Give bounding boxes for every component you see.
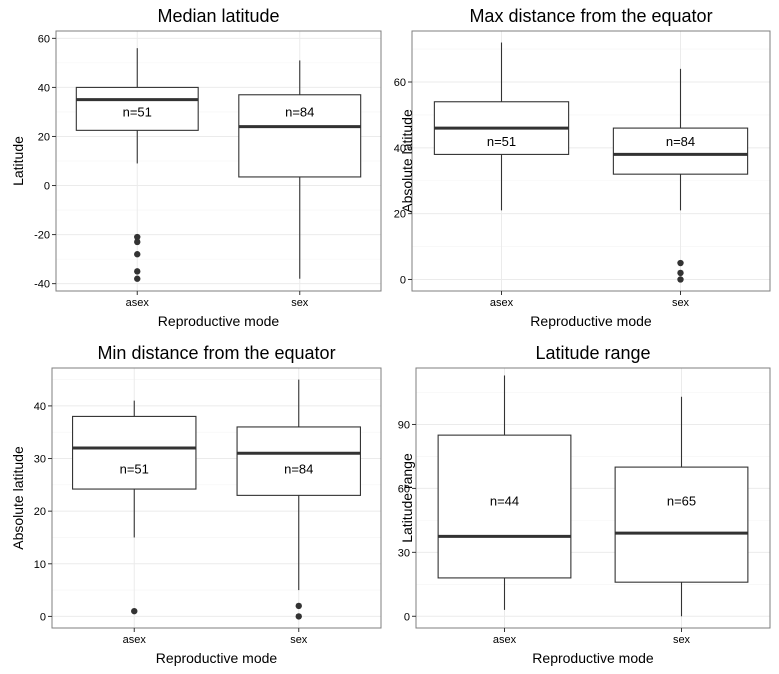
y-tick-label: 20 — [38, 131, 50, 143]
x-axis-title: Reproductive mode — [156, 650, 278, 666]
y-tick-label: -40 — [34, 279, 50, 291]
y-tick-label: 60 — [398, 483, 410, 495]
sample-size-label: n=51 — [487, 134, 516, 149]
y-tick-label: 0 — [400, 274, 406, 286]
y-tick-label: 0 — [404, 611, 410, 623]
sample-size-label: n=84 — [284, 462, 313, 477]
chart-title: Latitude range — [535, 343, 650, 363]
outlier-point — [134, 233, 141, 241]
box-iqr — [238, 94, 362, 178]
outlier-point — [295, 602, 302, 610]
outlier-point — [134, 251, 141, 258]
x-tick-label: sex — [290, 634, 308, 646]
outlier-point — [677, 259, 684, 267]
x-axis-title: Reproductive mode — [532, 650, 654, 666]
outlier-point — [677, 276, 684, 283]
box-sex: n=84 — [236, 379, 361, 620]
y-tick-label: 60 — [394, 77, 406, 89]
chart-panel: n=44 n=65 0 30 60 90 asex sex Latitude range Repr… — [398, 343, 771, 666]
panel-border — [411, 30, 771, 292]
y-tick-label: 20 — [34, 506, 46, 518]
panel-border — [55, 30, 382, 292]
box-iqr — [612, 127, 749, 175]
x-tick-label: sex — [291, 297, 309, 309]
box-asex: n=44 — [437, 375, 572, 610]
x-axis-title: Reproductive mode — [158, 313, 280, 329]
outlier-point — [134, 275, 141, 282]
y-tick-label: 0 — [40, 611, 46, 623]
sample-size-label: n=65 — [667, 494, 696, 509]
outlier-point — [134, 268, 141, 275]
panel-border — [51, 367, 382, 629]
y-tick-label: -20 — [34, 230, 50, 242]
y-tick-label: 0 — [44, 181, 50, 193]
box-asex: n=51 — [75, 48, 199, 282]
x-tick-label: asex — [490, 297, 514, 309]
box-sex: n=84 — [238, 60, 362, 279]
box-iqr — [236, 426, 361, 496]
panel-border — [415, 367, 771, 629]
y-tick-label: 60 — [38, 33, 50, 45]
x-tick-label: asex — [123, 634, 147, 646]
x-tick-label: asex — [126, 297, 150, 309]
x-tick-label: sex — [673, 634, 691, 646]
y-tick-label: 90 — [398, 419, 410, 431]
box-asex: n=51 — [72, 400, 197, 615]
y-axis-title: Latitude range — [399, 453, 415, 543]
chart-panel: n=51 n=84 0 10 20 30 40 asex sex Min distance fro… — [10, 343, 382, 666]
box-sex: n=65 — [614, 396, 749, 617]
y-tick-label: 30 — [34, 454, 46, 466]
sample-size-label: n=84 — [666, 134, 695, 149]
y-tick-label: 40 — [394, 143, 406, 155]
y-tick-label: 30 — [398, 547, 410, 559]
y-axis-title: Absolute latitude — [10, 446, 26, 550]
outlier-point — [134, 238, 141, 246]
x-tick-label: asex — [493, 634, 517, 646]
x-tick-label: sex — [672, 297, 690, 309]
y-axis-title: Absolute latitude — [399, 109, 415, 213]
chart-title: Median latitude — [157, 6, 279, 26]
box-iqr — [437, 434, 572, 579]
y-axis-title: Latitude — [10, 136, 26, 186]
y-tick-label: 40 — [38, 82, 50, 94]
sample-size-label: n=84 — [285, 104, 314, 119]
chart-panel: n=51 n=84 -40 -20 0 20 40 60 asex sex Median latit… — [10, 6, 382, 329]
outlier-point — [295, 613, 302, 620]
chart-panel: n=51 n=84 0 20 40 60 asex sex Max distance from … — [394, 6, 771, 329]
box-sex: n=84 — [612, 68, 749, 283]
y-tick-label: 40 — [34, 401, 46, 413]
box-asex: n=51 — [433, 42, 570, 211]
chart-title: Max distance from the equator — [469, 6, 712, 26]
x-axis-title: Reproductive mode — [530, 313, 652, 329]
panel-background — [52, 368, 381, 628]
box-iqr — [75, 86, 199, 131]
y-tick-label: 20 — [394, 209, 406, 221]
sample-size-label: n=44 — [490, 494, 519, 509]
outlier-point — [131, 607, 138, 615]
outlier-point — [677, 269, 684, 277]
box-iqr — [614, 466, 749, 583]
y-tick-label: 10 — [34, 559, 46, 571]
sample-size-label: n=51 — [120, 462, 149, 477]
box-iqr — [72, 415, 197, 490]
chart-title: Min distance from the equator — [97, 343, 335, 363]
sample-size-label: n=51 — [123, 104, 152, 119]
